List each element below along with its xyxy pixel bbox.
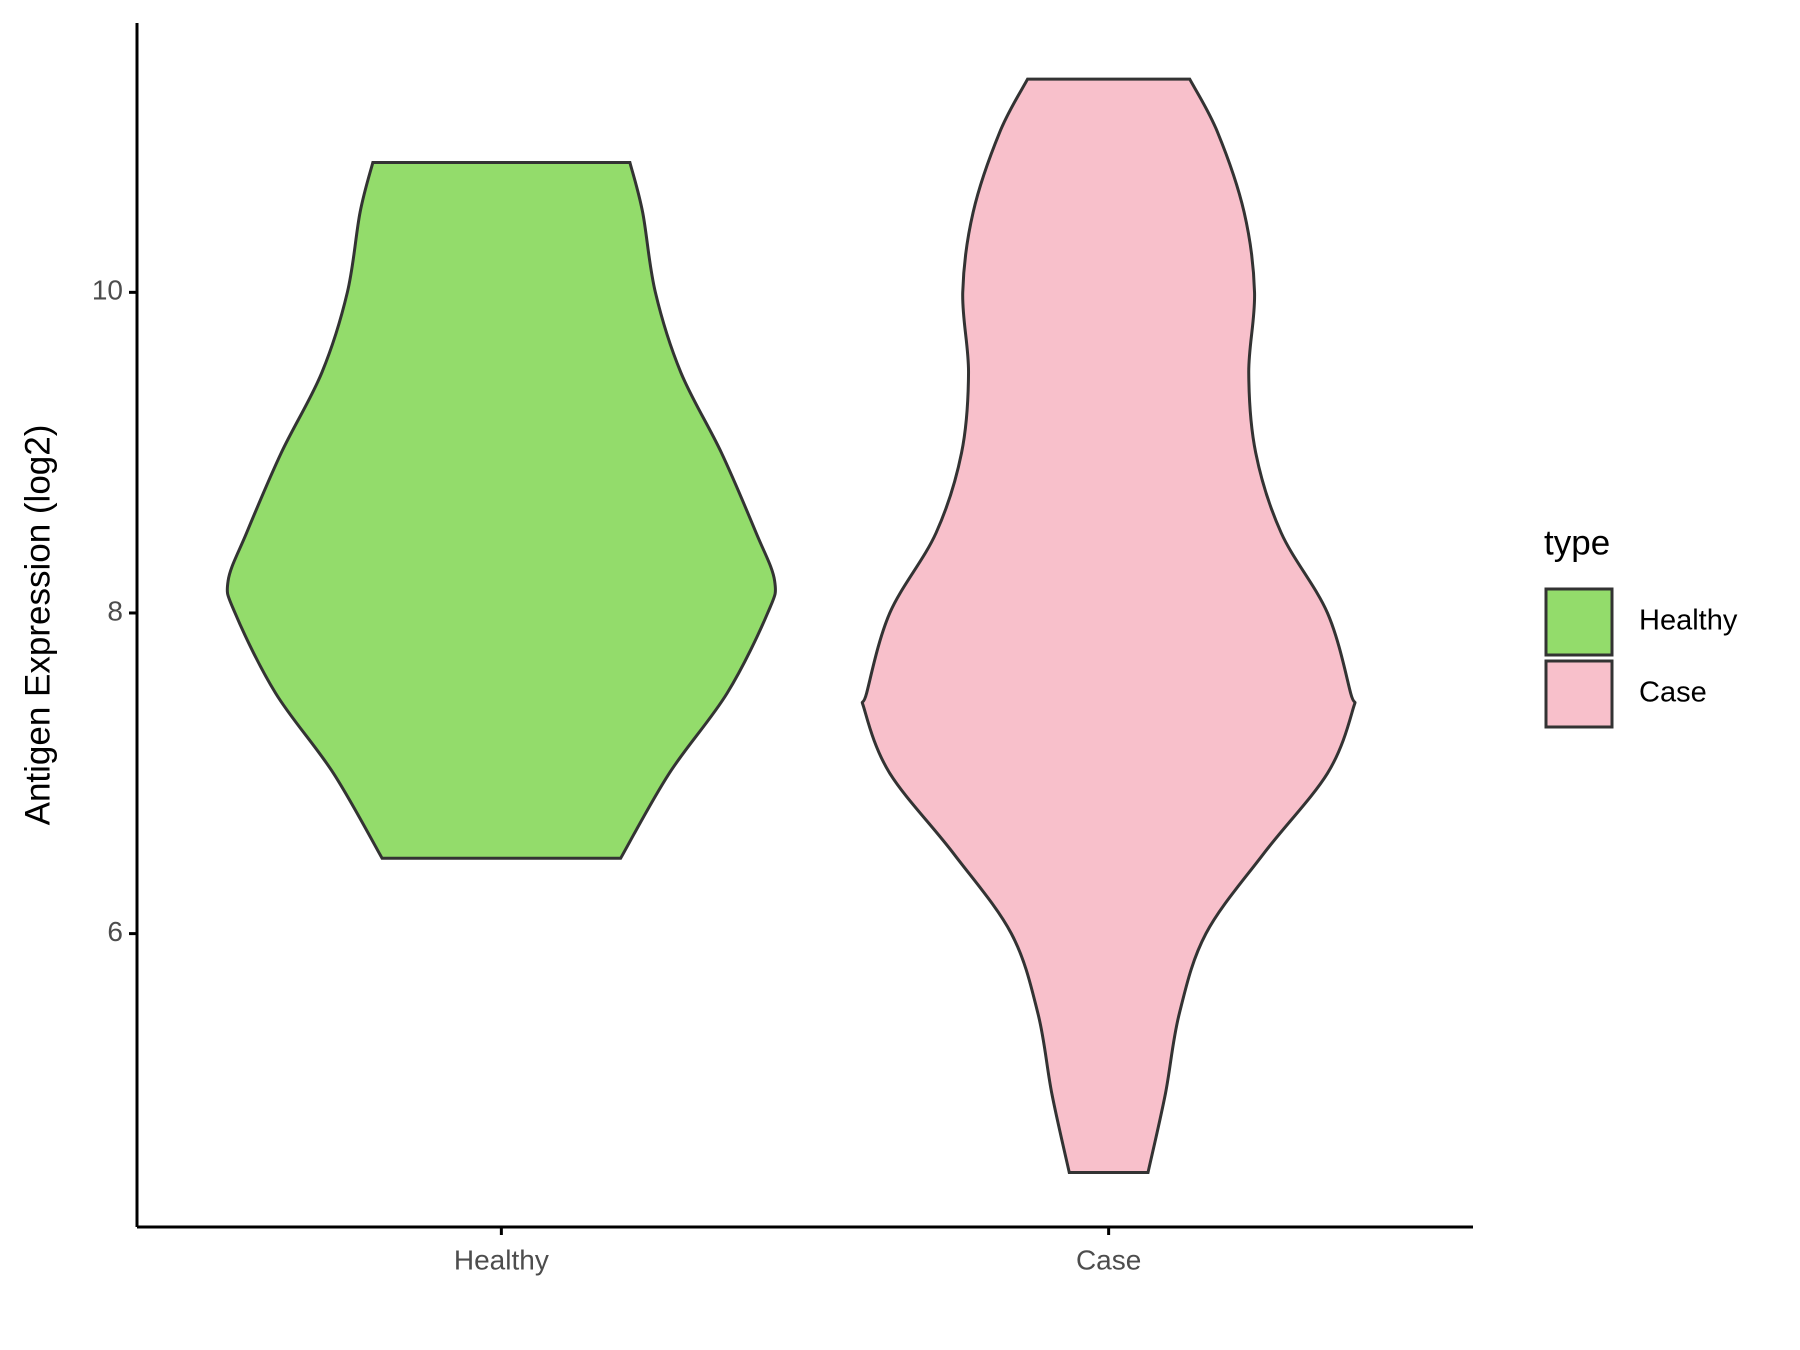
legend-key: [1544, 659, 1614, 729]
y-tick-label: 6: [107, 916, 123, 947]
violin: [860, 77, 1357, 1174]
legend-title: type: [1544, 523, 1610, 562]
x-tick-label: Healthy: [454, 1244, 549, 1275]
x-tick-label: Case: [1076, 1244, 1141, 1275]
y-tick-label: 10: [92, 275, 123, 306]
legend-label: Case: [1639, 677, 1707, 709]
violin: [225, 160, 777, 860]
y-tick-label: 8: [107, 595, 123, 626]
y-axis-title: Antigen Expression (log2): [18, 425, 57, 826]
legend-key: [1544, 587, 1614, 657]
legend-label: Healthy: [1639, 605, 1738, 637]
